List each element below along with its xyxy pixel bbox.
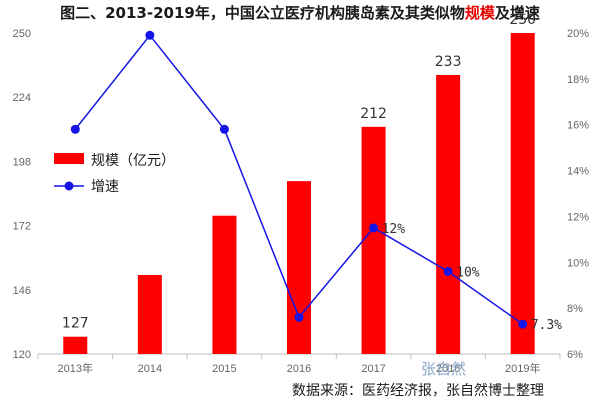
bar <box>510 33 535 354</box>
x-tick-label: 2016 <box>287 363 311 375</box>
axes: 120 146 172 198 224 250 6% 8% 10% 12% 14% 16% 18% 20%… <box>13 28 590 375</box>
source-note: 数据来源：医药经济报，张自然博士整理 <box>292 383 544 399</box>
x-tick-label: 2015 <box>212 363 236 375</box>
growth-value-label: 10% <box>456 265 480 280</box>
y-left-tick-label: 250 <box>13 28 31 40</box>
growth-point <box>518 319 528 329</box>
bar <box>361 126 386 354</box>
growth-point <box>443 266 453 276</box>
title-suffix: 及增速 <box>494 4 540 22</box>
x-tick-label: 2013年 <box>58 361 93 375</box>
legend-bar-swatch <box>54 153 84 164</box>
growth-point <box>369 223 379 233</box>
y-right-tick-label: 12% <box>567 211 589 223</box>
growth-point <box>219 124 229 134</box>
bar-value-label: 127 <box>62 316 89 332</box>
legend-bar-label: 规模（亿元） <box>91 153 175 169</box>
bar <box>436 74 461 354</box>
y-left-tick-label: 172 <box>13 221 31 233</box>
title-prefix: 图二、2013-2019年，中国公立医疗机构胰岛素及其类似物 <box>60 4 465 22</box>
bar-value-label: 250 <box>509 12 536 28</box>
bar <box>63 336 88 354</box>
watermark: 张自然 <box>421 360 466 378</box>
y-left-tick-label: 120 <box>13 349 31 361</box>
title-highlight: 规模 <box>464 4 495 22</box>
legend-line-label: 增速 <box>91 179 119 195</box>
y-right-tick-label: 8% <box>567 303 583 315</box>
x-tick-label: 2017 <box>361 363 385 375</box>
chart-title: 图二、2013-2019年，中国公立医疗机构胰岛素及其类似物规模及增速 <box>0 2 600 23</box>
growth-line-group <box>70 30 528 329</box>
y-right-tick-label: 10% <box>567 257 589 269</box>
data-labels-group: 127 212 233 250 12% 10% 7.3% <box>62 12 562 333</box>
bars-group <box>63 33 535 354</box>
legend-line-marker <box>64 181 74 191</box>
bar <box>212 215 237 354</box>
growth-value-label: 7.3% <box>531 318 562 333</box>
x-tick-label: 2018 <box>436 363 460 375</box>
growth-point <box>145 30 155 40</box>
y-right-tick-label: 20% <box>567 28 589 40</box>
y-right-tick-label: 6% <box>567 349 583 361</box>
bar-value-label: 212 <box>360 106 387 122</box>
growth-point <box>294 312 304 322</box>
y-right-tick-label: 14% <box>567 166 589 178</box>
bar <box>287 181 311 354</box>
bar <box>137 274 162 354</box>
y-left-tick-label: 198 <box>13 156 31 168</box>
y-right-tick-label: 18% <box>567 74 589 86</box>
x-tick-label: 2019年 <box>505 361 540 375</box>
growth-point <box>70 124 80 134</box>
legend: 规模（亿元） 增速 <box>54 153 175 195</box>
y-left-tick-label: 224 <box>13 92 31 104</box>
y-left-tick-label: 146 <box>13 285 31 297</box>
growth-value-label: 12% <box>382 222 406 237</box>
y-right-tick-label: 16% <box>567 120 589 132</box>
x-tick-label: 2014 <box>138 363 162 375</box>
bar-value-label: 233 <box>435 54 462 70</box>
